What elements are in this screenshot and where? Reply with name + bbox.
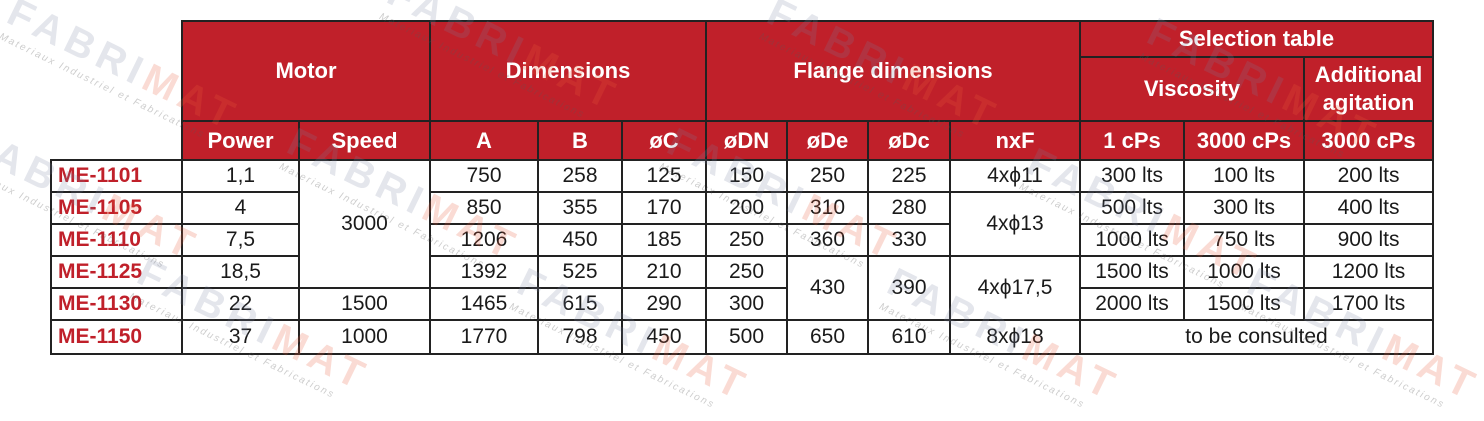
cell-dc-390: 390 (867, 255, 951, 321)
model-name: ME-1110 (50, 223, 183, 257)
cell-c: 450 (621, 319, 707, 355)
table-row: ME-1105 4 850 355 170 200 310 280 4xϕ13 … (50, 191, 1435, 257)
header-odc: øDc (867, 120, 951, 161)
header-row-1: Motor Dimensions Flange dimensions Selec… (51, 20, 1435, 122)
table-row: ME-1150 37 1000 1770 798 450 500 650 610… (50, 319, 1435, 355)
cell-power: 18,5 (181, 255, 300, 289)
header-visc-3000cps: 3000 cPs (1183, 120, 1306, 161)
cell-dc: 225 (867, 159, 951, 193)
cell-speed-3000: 3000 (298, 159, 431, 289)
cell-b: 258 (537, 159, 623, 193)
cell-visc-3000cps: 1500 lts (1183, 287, 1306, 321)
model-name: ME-1105 (50, 191, 183, 225)
cell-visc-1cps: 1000 lts (1079, 223, 1186, 257)
model-name: ME-1130 (50, 287, 183, 321)
header-row-3: Power Speed A B øC øDN øDe øDc nxF 1 cPs… (51, 120, 1435, 161)
header-flange-dimensions: Flange dimensions (704, 20, 1082, 122)
cell-speed: 1000 (298, 319, 431, 355)
cell-visc-1cps: 2000 lts (1079, 287, 1186, 321)
cell-nxf: 4xϕ11 (948, 159, 1082, 193)
cell-add-3000cps: 1700 lts (1303, 287, 1435, 321)
cell-power: 22 (181, 287, 300, 321)
header-odn: øDN (705, 120, 788, 161)
header-power: Power (181, 120, 300, 161)
cell-visc-1cps: 300 lts (1079, 159, 1186, 193)
model-name: ME-1150 (50, 319, 183, 355)
cell-add-3000cps: 900 lts (1303, 223, 1435, 257)
cell-a: 1206 (429, 223, 539, 257)
cell-nxf-4x13: 4xϕ13 (948, 191, 1082, 257)
cell-de: 310 (786, 191, 869, 225)
header-viscosity: Viscosity (1079, 56, 1306, 122)
cell-power: 37 (181, 319, 300, 355)
header-motor: Motor (181, 20, 431, 122)
cell-dn: 300 (705, 287, 788, 321)
cell-c: 170 (621, 191, 707, 225)
cell-to-be-consulted: to be consulted (1079, 319, 1435, 355)
cell-power: 1,1 (181, 159, 300, 193)
spec-table: Motor Dimensions Flange dimensions Selec… (50, 20, 1435, 355)
table-row: ME-1130 22 1500 1465 615 290 300 2000 lt… (50, 287, 1435, 321)
cell-b: 355 (537, 191, 623, 225)
cell-visc-3000cps: 100 lts (1183, 159, 1306, 193)
cell-b: 450 (537, 223, 623, 257)
header-b: B (537, 120, 623, 161)
table-row: ME-1125 18,5 1392 525 210 250 430 390 4x… (50, 255, 1435, 321)
cell-visc-3000cps: 300 lts (1183, 191, 1306, 225)
cell-nxf: 8xϕ18 (948, 319, 1082, 355)
cell-visc-3000cps: 750 lts (1183, 223, 1306, 257)
table-row: ME-1101 1,1 3000 750 258 125 150 250 225… (50, 159, 1435, 289)
cell-de: 650 (786, 319, 869, 355)
cell-de: 250 (786, 159, 869, 193)
cell-nxf-4x17-5: 4xϕ17,5 (948, 255, 1082, 321)
table-row: ME-1110 7,5 1206 450 185 250 360 330 100… (50, 223, 1435, 257)
cell-b: 798 (537, 319, 623, 355)
header-a: A (429, 120, 539, 161)
cell-a: 750 (429, 159, 539, 193)
header-add-3000cps: 3000 cPs (1303, 120, 1435, 161)
cell-dc: 610 (867, 319, 951, 355)
header-selection-table: Selection table (1079, 20, 1435, 58)
header-visc-1cps: 1 cPs (1079, 120, 1186, 161)
header-oc: øC (621, 120, 707, 161)
blank-model-header (51, 121, 182, 160)
model-name: ME-1101 (50, 159, 183, 193)
model-name: ME-1125 (50, 255, 183, 289)
cell-dn: 250 (705, 255, 788, 289)
header-nxf: nxF (948, 120, 1082, 161)
cell-a: 1392 (429, 255, 539, 289)
cell-power: 4 (181, 191, 300, 225)
cell-add-3000cps: 400 lts (1303, 191, 1435, 225)
cell-dn: 500 (705, 319, 788, 355)
cell-add-3000cps: 200 lts (1303, 159, 1435, 193)
header-row-2: Viscosity Additional agitation (51, 56, 1435, 122)
cell-power: 7,5 (181, 223, 300, 257)
header-additional-agitation: Additional agitation (1303, 56, 1435, 122)
header-ode: øDe (786, 120, 869, 161)
cell-dc: 280 (867, 191, 951, 225)
cell-speed-1500: 1500 (298, 287, 431, 321)
cell-a: 1770 (429, 319, 539, 355)
cell-b: 525 (537, 255, 623, 289)
cell-visc-1cps: 1500 lts (1079, 255, 1186, 289)
cell-visc-1cps: 500 lts (1079, 191, 1186, 225)
cell-c: 210 (621, 255, 707, 289)
cell-a: 850 (429, 191, 539, 225)
cell-de: 360 (786, 223, 869, 257)
header-speed: Speed (298, 120, 431, 161)
cell-de-430: 430 (786, 255, 869, 321)
cell-visc-3000cps: 1000 lts (1183, 255, 1306, 289)
cell-add-3000cps: 1200 lts (1303, 255, 1435, 289)
blank-corner (51, 21, 182, 121)
cell-a: 1465 (429, 287, 539, 321)
cell-c: 290 (621, 287, 707, 321)
cell-dn: 150 (705, 159, 788, 193)
cell-c: 125 (621, 159, 707, 193)
cell-b: 615 (537, 287, 623, 321)
cell-dn: 200 (705, 191, 788, 225)
cell-c: 185 (621, 223, 707, 257)
cell-dn: 250 (705, 223, 788, 257)
header-dimensions: Dimensions (429, 20, 707, 122)
cell-dc: 330 (867, 223, 951, 257)
